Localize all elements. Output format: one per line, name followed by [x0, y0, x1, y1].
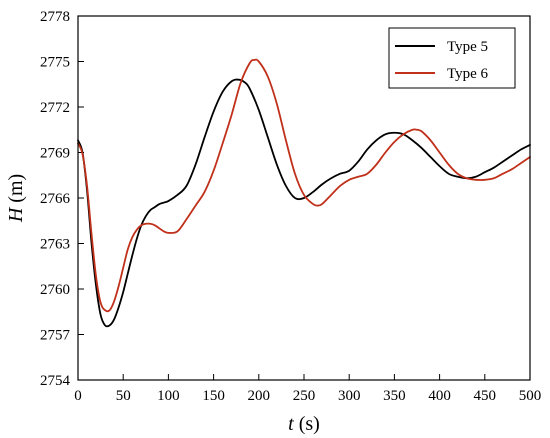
x-tick-label: 500	[519, 388, 542, 404]
y-tick-label: 2772	[40, 100, 70, 116]
legend-label-type-6: Type 6	[447, 66, 489, 82]
x-axis-unit: (s)	[294, 413, 320, 435]
legend: Type 5 Type 6	[388, 27, 516, 89]
y-tick-label: 2760	[40, 282, 70, 298]
x-tick-label: 200	[248, 388, 271, 404]
series-line-type-5	[77, 78, 531, 328]
x-tick-label: 400	[428, 388, 451, 404]
x-tick-label: 0	[74, 388, 82, 404]
x-tick-label: 450	[474, 388, 497, 404]
series-line-type-6	[77, 58, 531, 313]
y-axis-unit: (m)	[5, 174, 27, 208]
tick-labels-layer: 0 50 100 150 200 250 300 350 400 450 500 2754 2757 27…	[40, 9, 541, 404]
y-tick-label: 2757	[40, 328, 71, 344]
x-axis-symbol: t	[288, 413, 294, 435]
y-tick-label: 2778	[40, 9, 70, 25]
x-tick-label: 300	[338, 388, 361, 404]
y-tick-label: 2754	[40, 373, 71, 389]
series-layer	[77, 58, 531, 328]
x-tick-label: 150	[202, 388, 225, 404]
legend-box	[388, 27, 516, 89]
y-axis-title: H (m)	[5, 174, 27, 223]
plot-frame	[77, 15, 531, 381]
x-tick-label: 100	[157, 388, 180, 404]
y-tick-label: 2769	[40, 146, 70, 162]
y-tick-label: 2763	[40, 237, 70, 253]
x-tick-label: 50	[116, 388, 131, 404]
x-axis-title: t (s)	[288, 413, 320, 435]
x-tick-label: 350	[383, 388, 406, 404]
y-axis-symbol: H	[5, 206, 27, 223]
legend-label-type-5: Type 5	[447, 39, 488, 55]
x-tick-label: 250	[293, 388, 316, 404]
y-tick-label: 2775	[40, 55, 70, 71]
y-tick-label: 2766	[40, 191, 71, 207]
